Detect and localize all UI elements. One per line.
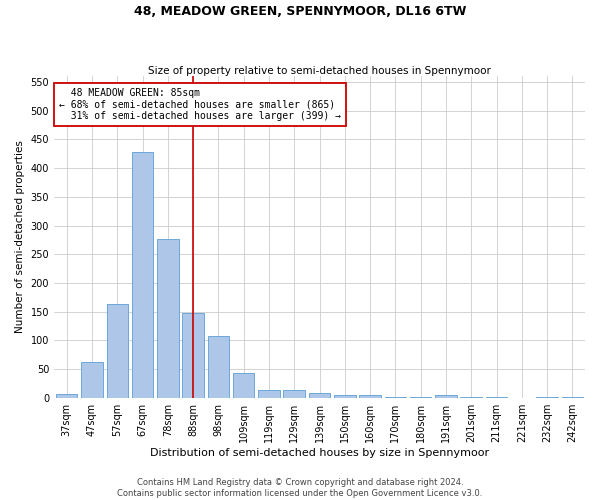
- Y-axis label: Number of semi-detached properties: Number of semi-detached properties: [15, 140, 25, 334]
- Bar: [56, 394, 77, 398]
- Bar: [132, 152, 153, 398]
- Bar: [536, 396, 558, 398]
- Bar: [334, 396, 356, 398]
- Bar: [157, 240, 179, 398]
- Bar: [562, 397, 583, 398]
- Bar: [435, 395, 457, 398]
- Bar: [283, 390, 305, 398]
- Title: Size of property relative to semi-detached houses in Spennymoor: Size of property relative to semi-detach…: [148, 66, 491, 76]
- Bar: [460, 397, 482, 398]
- Bar: [81, 362, 103, 398]
- Bar: [233, 373, 254, 398]
- Bar: [410, 397, 431, 398]
- Bar: [258, 390, 280, 398]
- Text: 48, MEADOW GREEN, SPENNYMOOR, DL16 6TW: 48, MEADOW GREEN, SPENNYMOOR, DL16 6TW: [134, 5, 466, 18]
- Bar: [385, 397, 406, 398]
- Bar: [208, 336, 229, 398]
- Bar: [486, 397, 507, 398]
- Text: 48 MEADOW GREEN: 85sqm
← 68% of semi-detached houses are smaller (865)
  31% of : 48 MEADOW GREEN: 85sqm ← 68% of semi-det…: [59, 88, 341, 120]
- X-axis label: Distribution of semi-detached houses by size in Spennymoor: Distribution of semi-detached houses by …: [150, 448, 489, 458]
- Bar: [309, 392, 330, 398]
- Bar: [359, 396, 381, 398]
- Bar: [107, 304, 128, 398]
- Bar: [182, 313, 204, 398]
- Text: Contains HM Land Registry data © Crown copyright and database right 2024.
Contai: Contains HM Land Registry data © Crown c…: [118, 478, 482, 498]
